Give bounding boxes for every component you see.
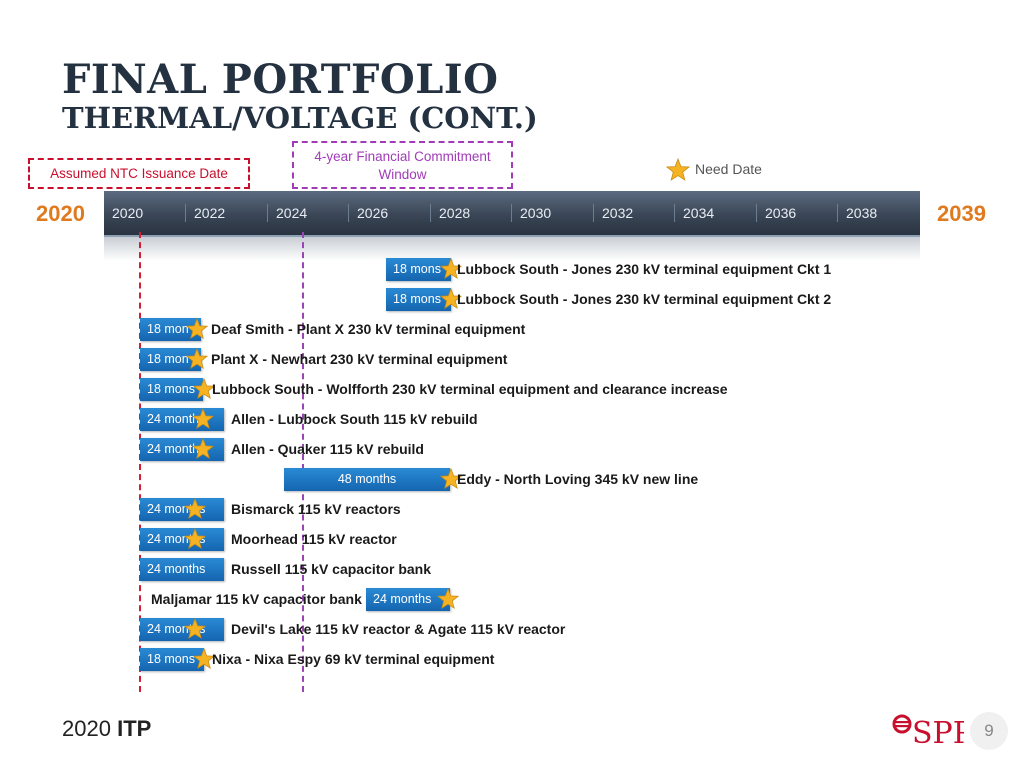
year-tick: 2028 [430, 204, 470, 222]
need-date-star-icon [186, 348, 208, 369]
ntc-date-line [139, 232, 141, 692]
duration-bar: 24 months [140, 408, 224, 431]
project-label: Deaf Smith - Plant X 230 kV terminal equ… [211, 321, 526, 337]
page-title: FINAL PORTFOLIO [62, 56, 499, 103]
ntc-legend-box: Assumed NTC Issuance Date [28, 158, 250, 189]
need-date-star-icon [666, 158, 690, 181]
year-tick: 2020 [112, 205, 144, 221]
need-date-star-icon [193, 378, 215, 399]
project-label: Allen - Lubbock South 115 kV rebuild [231, 411, 478, 427]
spp-logo: SPP [892, 714, 964, 750]
end-year: 2039 [937, 201, 986, 226]
start-year: 2020 [36, 201, 85, 226]
duration-bar: 18 mons [386, 288, 451, 311]
project-label: Maljamar 115 kV capacitor bank [151, 591, 362, 607]
duration-bar: 24 months [140, 528, 224, 551]
page-subtitle: THERMAL/VOLTAGE (CONT.) [62, 101, 538, 135]
logo-text: SPP [912, 716, 964, 750]
need-date-star-icon [440, 288, 462, 309]
year-tick: 2032 [593, 204, 633, 222]
duration-bar: 18 mons [140, 378, 203, 401]
financial-window-label-line2: Window [378, 167, 427, 182]
project-label: Devil's Lake 115 kV reactor & Agate 115 … [231, 621, 566, 637]
project-label: Moorhead 115 kV reactor [231, 531, 397, 547]
need-date-star-icon [184, 498, 206, 519]
ntc-legend-label: Assumed NTC Issuance Date [50, 166, 228, 181]
need-date-star-icon [440, 468, 462, 489]
need-date-star-icon [193, 648, 215, 669]
need-date-star-icon [184, 618, 206, 639]
project-label: Russell 115 kV capacitor bank [231, 561, 431, 577]
duration-bar: 24 months [366, 588, 450, 611]
duration-bar: 18 mons [386, 258, 451, 281]
duration-bar: 24 months [140, 558, 224, 581]
footer-brand: ITP [117, 716, 152, 741]
project-label: Lubbock South - Wolfforth 230 kV termina… [212, 381, 728, 397]
duration-bar: 24 months [140, 498, 224, 521]
project-label: Lubbock South - Jones 230 kV terminal eq… [457, 261, 832, 277]
project-label: Lubbock South - Jones 230 kV terminal eq… [457, 291, 832, 307]
duration-bar: 48 months [284, 468, 450, 491]
need-date-star-icon [184, 528, 206, 549]
timeline-bar: 2020 2022 2024 2026 2028 2030 2032 2034 … [104, 191, 920, 237]
need-date-star-icon [186, 318, 208, 339]
year-tick: 2026 [348, 204, 388, 222]
need-date-star-icon [192, 438, 214, 459]
duration-bar: 18 mons [140, 648, 204, 671]
year-tick: 2022 [185, 204, 225, 222]
footer-title: 2020 ITP [62, 716, 151, 742]
year-tick: 2024 [267, 204, 307, 222]
project-label: Nixa - Nixa Espy 69 kV terminal equipmen… [212, 651, 495, 667]
project-label: Plant X - Newhart 230 kV terminal equipm… [211, 351, 508, 367]
project-label: Bismarck 115 kV reactors [231, 501, 401, 517]
financial-window-label-line1: 4-year Financial Commitment [314, 149, 491, 164]
duration-bar: 24 months [140, 618, 224, 641]
financial-window-line [302, 232, 304, 692]
year-tick: 2034 [674, 204, 714, 222]
need-date-label: Need Date [695, 161, 762, 177]
financial-window-legend-box: 4-year Financial Commitment Window [292, 141, 513, 189]
year-tick: 2038 [837, 204, 877, 222]
page-number: 9 [970, 712, 1008, 750]
project-label: Eddy - North Loving 345 kV new line [457, 471, 699, 487]
year-tick: 2030 [511, 204, 551, 222]
need-date-star-icon [440, 258, 462, 279]
project-label: Allen - Quaker 115 kV rebuild [231, 441, 424, 457]
need-date-star-icon [437, 588, 459, 609]
footer-year: 2020 [62, 716, 111, 741]
timeline-bar-shadow [104, 237, 920, 261]
year-tick: 2036 [756, 204, 796, 222]
need-date-star-icon [192, 408, 214, 429]
duration-bar: 18 mon [140, 318, 201, 341]
duration-bar: 18 mon [140, 348, 201, 371]
